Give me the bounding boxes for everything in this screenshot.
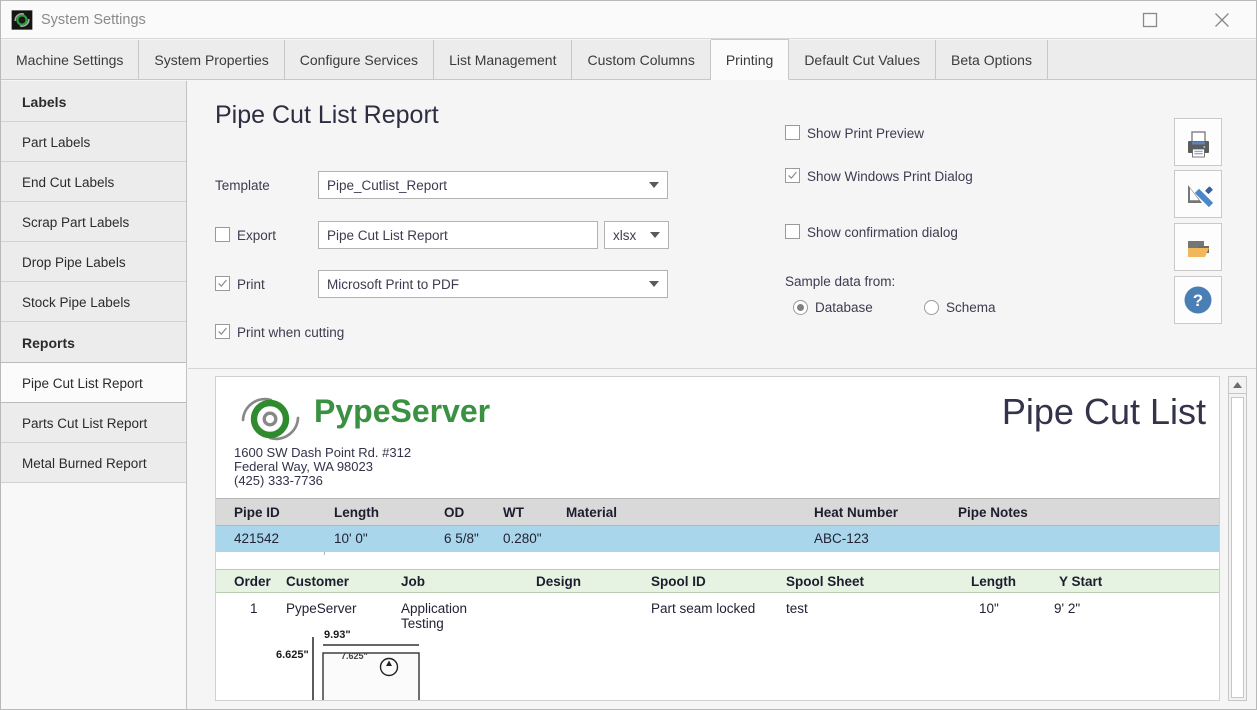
svg-text:7.625": 7.625": [341, 651, 368, 661]
svg-text:?: ?: [1193, 291, 1203, 310]
